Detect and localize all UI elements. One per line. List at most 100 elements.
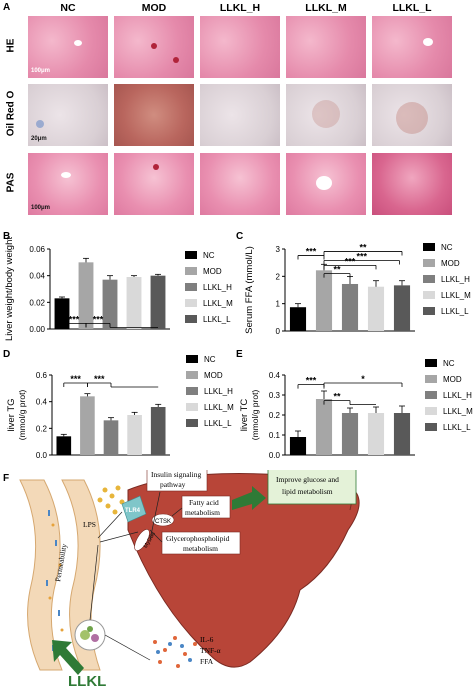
y-axis-label: Liver weight/body weight [4, 237, 15, 341]
legend-swatch [185, 267, 197, 275]
fatty-acid-text: Fatty acid [189, 498, 219, 507]
legend-swatch [425, 423, 437, 431]
he-nc-micrograph: 100μm [28, 16, 108, 78]
legend-swatch [425, 407, 437, 415]
pas-mod-micrograph [114, 153, 194, 215]
y-tick-label: 0.0 [269, 451, 281, 460]
y-axis-label: liver TG [6, 398, 17, 431]
y-tick-label: 0.3 [269, 391, 281, 400]
improve-box [267, 470, 357, 505]
legend-label: LLKL_L [443, 423, 471, 432]
bar-llkl-h [341, 283, 359, 331]
bar-llkl-h [103, 420, 119, 455]
pas-llkl-m-micrograph [286, 153, 366, 215]
improve-text-2: lipid metabolism [282, 487, 333, 496]
bar-llkl-m [126, 277, 142, 329]
legend-swatch [423, 243, 435, 251]
y-tick-label: 3 [276, 245, 281, 254]
tlr4-receptor [121, 495, 147, 523]
legend-label: LLKL_H [204, 387, 233, 396]
y-tick-label: 0.4 [269, 371, 281, 380]
legend-swatch [425, 375, 437, 383]
col-header-nc: NC [60, 2, 76, 14]
chart-d: 0.0 0.2 0.4 0.6 liver TG (mmol/g prot) *** *** N… [6, 355, 234, 460]
legend-swatch [423, 275, 435, 283]
legend-label: LLKL_H [203, 283, 232, 292]
legend-label: LLKL_M [443, 407, 473, 416]
legend-swatch [185, 251, 197, 259]
bar-nc [54, 298, 70, 329]
row-header-he: HE [5, 38, 17, 53]
il6-text: IL-6 [200, 635, 214, 644]
y-axis-label: Serum FFA (mmol/L) [244, 246, 255, 334]
legend-swatch [423, 291, 435, 299]
oro-llkl-h-micrograph [200, 84, 280, 146]
glycero-text-2: metabolism [183, 544, 218, 553]
row-header-oil-red-o: Oil Red O [5, 90, 17, 137]
tlr4-text: TLR4 [125, 508, 141, 514]
y-tick-label: 0.2 [269, 411, 281, 420]
legend-label: MOD [204, 371, 223, 380]
panel-a-label: A [3, 2, 11, 13]
y-tick-label: 0.06 [29, 245, 45, 254]
chart-b: 0.00 0.02 0.04 0.06 Liver weight/body weight… [4, 237, 233, 341]
legend-swatch [186, 387, 198, 395]
y-tick-label: 0.1 [269, 431, 281, 440]
y-axis-label-unit: (mmol/g prot) [17, 390, 27, 441]
bar-llkl-m [367, 286, 385, 331]
scale-bar-oro: 20μm [31, 136, 47, 142]
bar-nc [289, 437, 307, 455]
significance-label: ** [359, 242, 367, 252]
pas-llkl-h-micrograph [200, 153, 280, 215]
he-mod-micrograph [114, 16, 194, 78]
pas-nc-micrograph: 100μm [28, 153, 108, 215]
scale-bar-he: 100μm [31, 68, 51, 74]
legend-swatch [186, 355, 198, 363]
legend-swatch [423, 307, 435, 315]
y-tick-label: 1 [276, 300, 281, 309]
insulin-text: Insulin signaling [151, 470, 201, 479]
legend-swatch [423, 259, 435, 267]
legend-label: LLKL_H [441, 275, 470, 284]
improve-text: Improve glucose and [276, 475, 339, 484]
bar-mod [315, 270, 333, 331]
ffa-text: FFA [200, 657, 214, 666]
y-tick-label: 2 [276, 272, 281, 281]
y-axis-label: liver TC [239, 399, 250, 432]
y-tick-label: 0.4 [36, 398, 48, 407]
bar-llkl-l [393, 413, 411, 455]
significance-label: *** [356, 251, 367, 261]
glycero-box [161, 531, 241, 555]
insulin-text-2: pathway [160, 480, 186, 489]
oro-nc-micrograph: 20μm [28, 84, 108, 146]
y-tick-label: 0.00 [29, 325, 45, 334]
bar-nc [56, 436, 72, 455]
legend-label: NC [443, 359, 455, 368]
legend-swatch [186, 419, 198, 427]
legend-label: NC [203, 251, 215, 260]
bar-llkl-l [150, 275, 166, 329]
y-tick-label: 0.0 [36, 451, 48, 460]
oro-llkl-m-micrograph [286, 84, 366, 146]
insulin-box [146, 470, 208, 492]
y-tick-label: 0.02 [29, 298, 45, 307]
lps-text: LPS [83, 520, 96, 529]
legend-swatch [425, 359, 437, 367]
significance-label: *** [69, 314, 80, 324]
legend-label: LLKL_L [204, 419, 232, 428]
bar-llkl-h [102, 279, 118, 329]
y-tick-label: 0 [276, 327, 281, 336]
y-tick-label: 0.04 [29, 272, 45, 281]
col-header-mod: MOD [141, 2, 167, 14]
bar-mod [78, 262, 94, 329]
significance-label: *** [306, 247, 317, 257]
significance-label: *** [345, 256, 356, 266]
legend-swatch [186, 371, 198, 379]
he-llkl-m-micrograph [286, 16, 366, 78]
tnf-text: TNF-α [200, 646, 221, 655]
legend-swatch [185, 315, 197, 323]
significance-label: ** [333, 265, 341, 275]
fatty-acid-text-2: metabolism [185, 508, 220, 517]
